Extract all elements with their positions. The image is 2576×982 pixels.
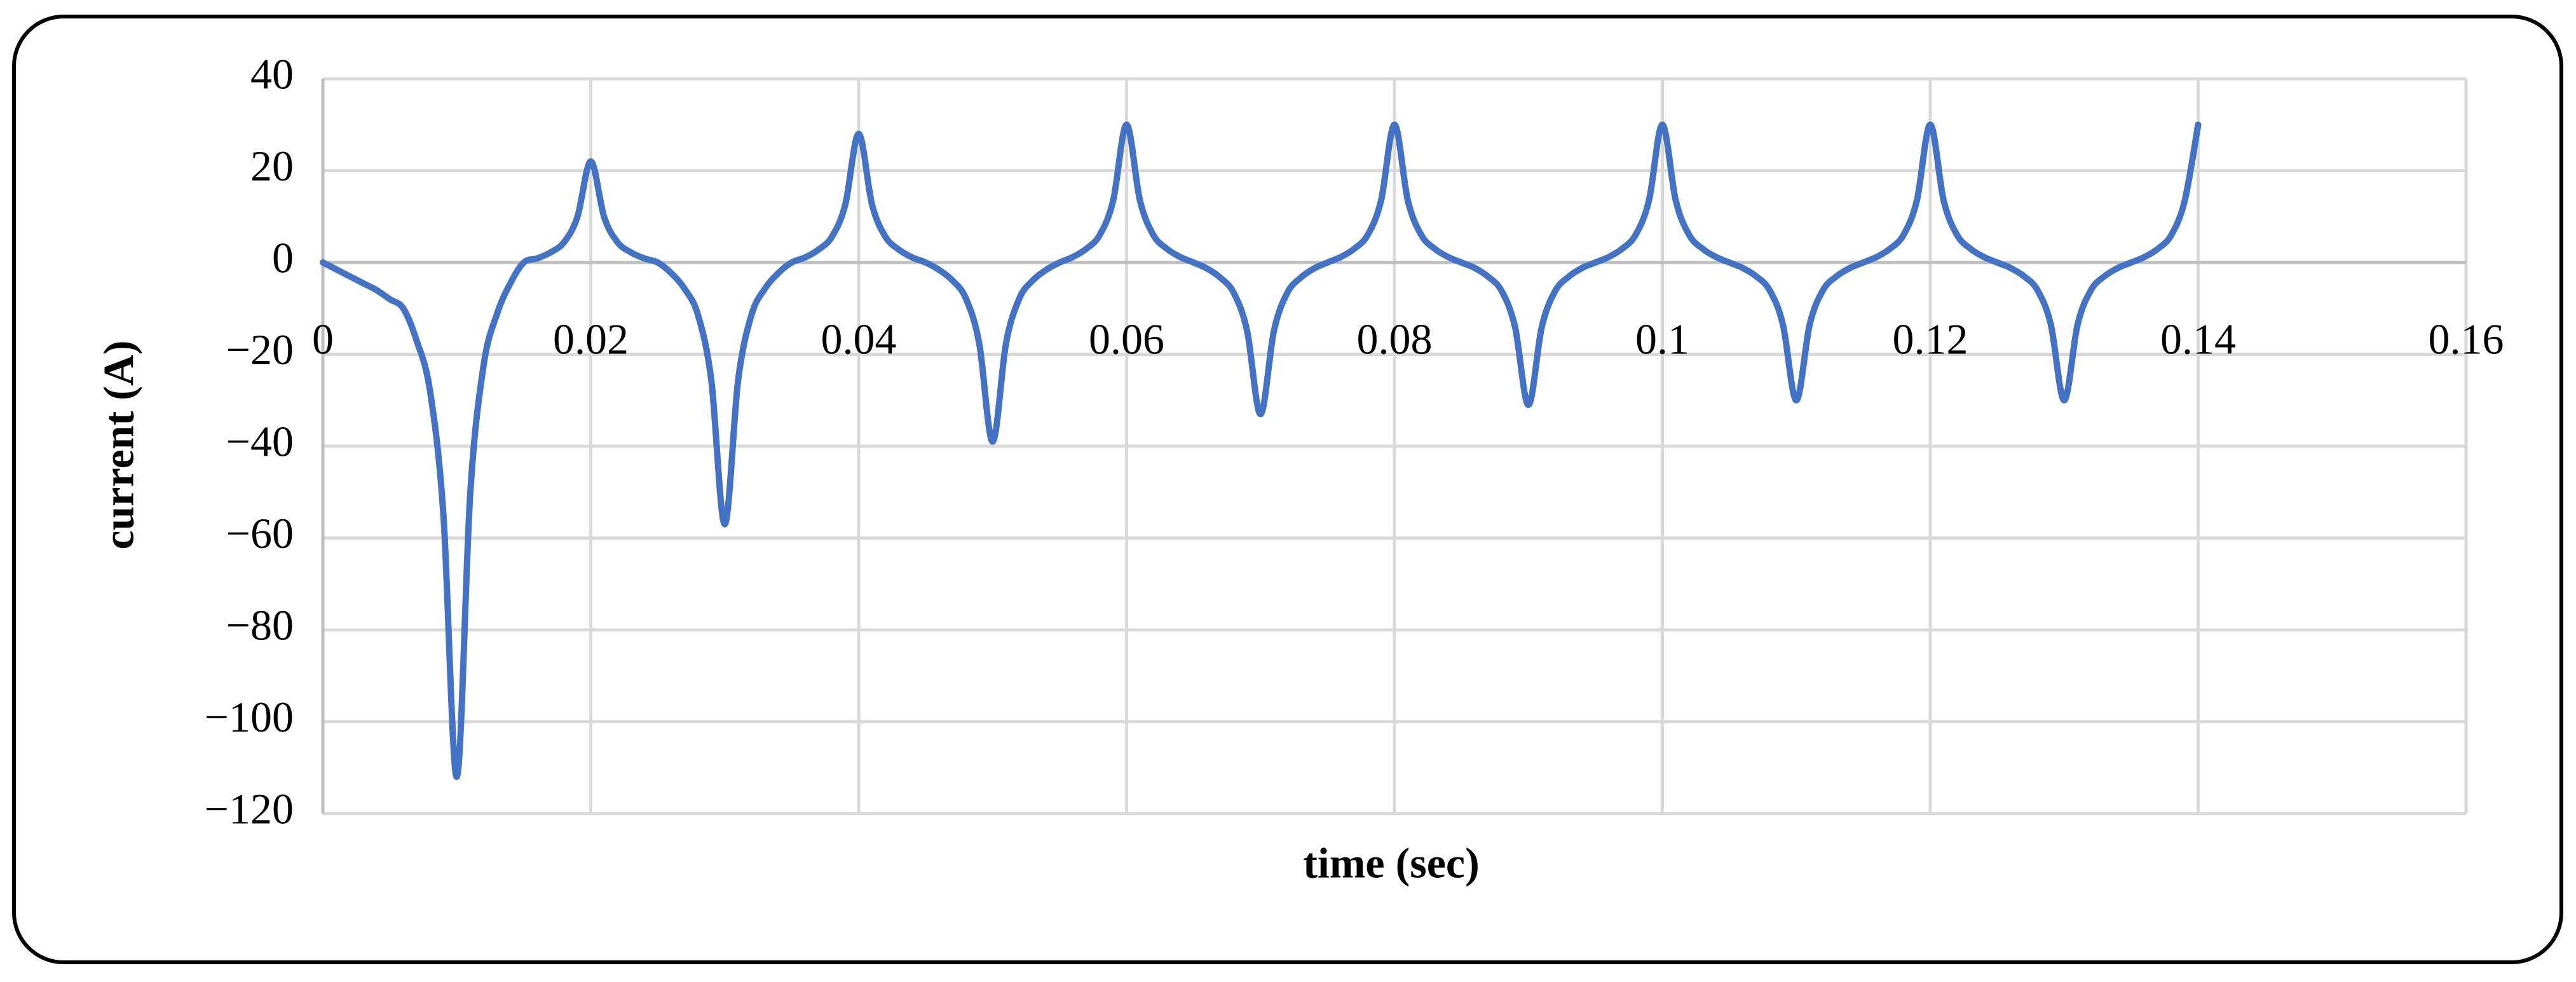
y-axis-title: current (A) xyxy=(95,340,143,549)
x-tick-label: 0.14 xyxy=(2160,315,2236,364)
x-tick-label: 0.08 xyxy=(1357,315,1433,364)
y-tick-label: −120 xyxy=(205,785,294,833)
grid xyxy=(321,77,2468,815)
plot xyxy=(320,121,2202,781)
x-axis-title: time (sec) xyxy=(1303,839,1479,887)
chart-frame xyxy=(12,15,2563,964)
y-tick-label: 40 xyxy=(250,50,294,99)
x-tick-label: 0.06 xyxy=(1089,315,1164,364)
y-tick-label: 20 xyxy=(250,142,294,190)
x-tick-label: 0 xyxy=(312,315,334,364)
x-tick-label: 0.04 xyxy=(821,315,897,364)
y-tick-label: −60 xyxy=(226,509,294,557)
x-tick-label: 0.12 xyxy=(1893,315,1968,364)
x-tick-label: 0.1 xyxy=(1635,315,1689,364)
x-tick-label: 0.16 xyxy=(2429,315,2504,364)
y-tick-label: −80 xyxy=(226,601,294,650)
line-series xyxy=(320,121,2202,781)
y-tick-label: 0 xyxy=(272,234,294,282)
y-tick-label: −40 xyxy=(226,418,294,466)
y-tick-label: −20 xyxy=(226,325,294,374)
y-tick-label: −100 xyxy=(205,693,294,741)
x-tick-label: 0.02 xyxy=(553,315,629,364)
